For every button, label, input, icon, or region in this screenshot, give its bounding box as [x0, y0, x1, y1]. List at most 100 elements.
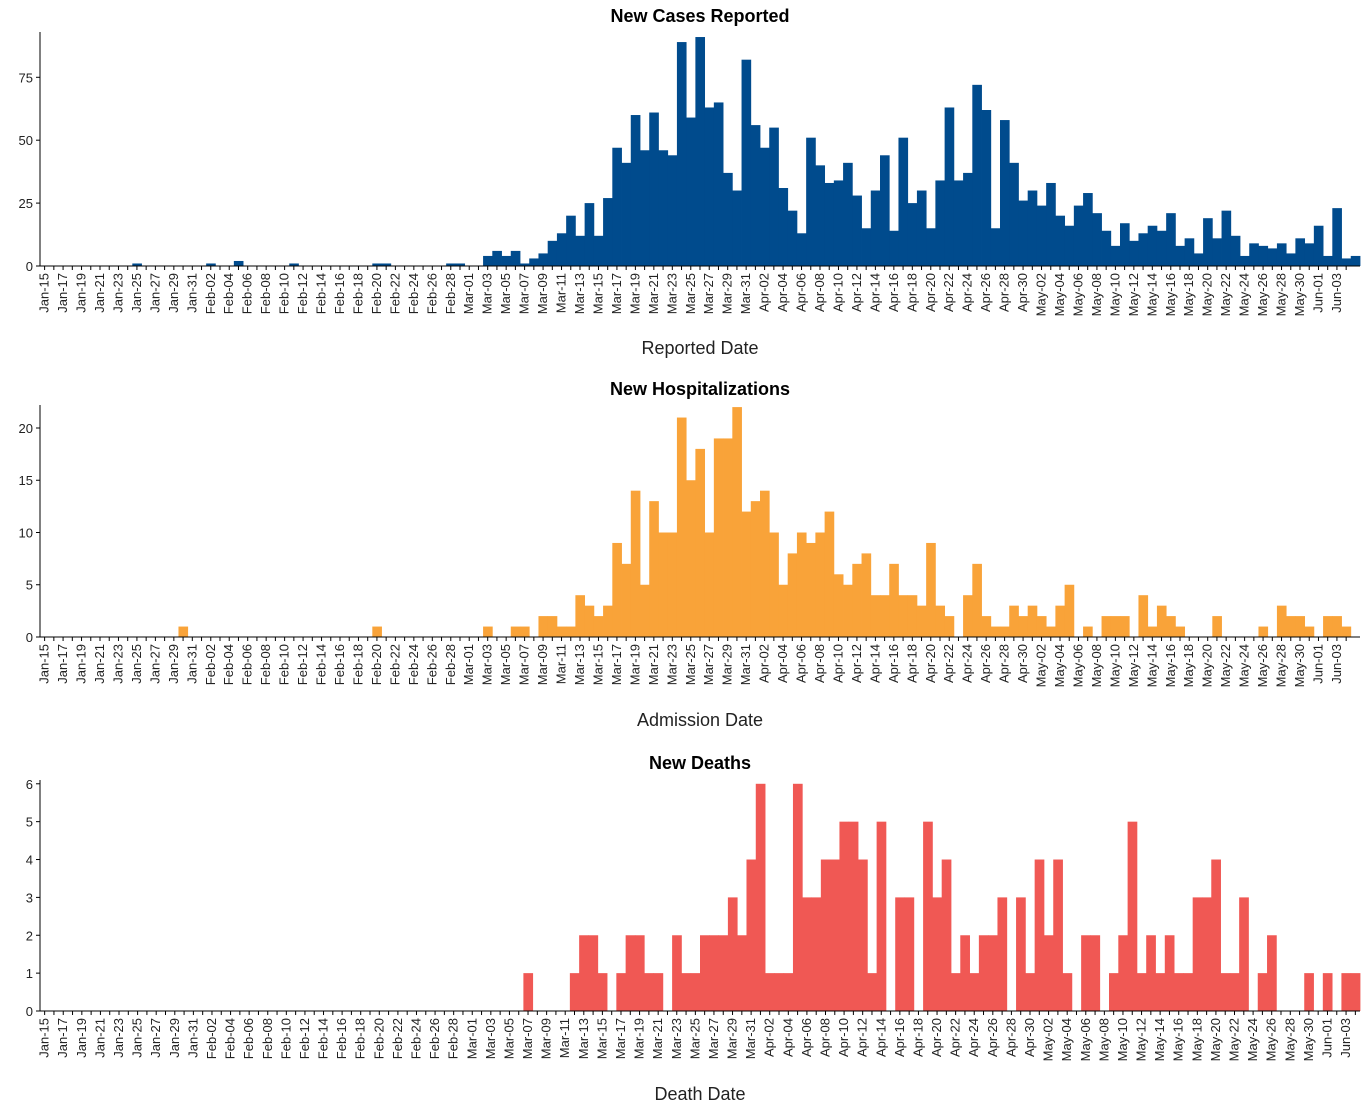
x-tick-label: May-20 — [1200, 273, 1215, 316]
x-tick-label: Apr-12 — [849, 273, 864, 312]
x-tick-label: May-18 — [1181, 273, 1196, 316]
x-tick-label: Feb-28 — [446, 1018, 461, 1059]
x-tick-label: Apr-18 — [904, 273, 919, 312]
bar — [1193, 253, 1204, 266]
bar — [867, 973, 878, 1011]
x-tick-label: May-24 — [1245, 1018, 1260, 1061]
bar — [709, 935, 719, 1011]
bar — [1062, 973, 1073, 1011]
x-tick-label: Mar-17 — [609, 644, 624, 685]
bar — [907, 595, 918, 637]
x-tick-label: Apr-04 — [775, 644, 790, 683]
bar — [575, 595, 586, 637]
bar — [612, 147, 622, 266]
bar — [811, 897, 822, 1011]
bar — [483, 626, 493, 637]
x-tick-label: Feb-28 — [443, 644, 458, 685]
x-tick-label: Jan-25 — [129, 644, 144, 684]
x-tick-label: May-12 — [1126, 273, 1141, 316]
x-tick-label: Jan-23 — [111, 1018, 126, 1058]
bar — [880, 595, 890, 637]
x-tick-label: Jan-31 — [184, 644, 199, 684]
bar — [640, 584, 650, 637]
x-tick-label: Apr-20 — [923, 644, 938, 683]
bar — [233, 260, 244, 266]
x-tick-label: Jan-27 — [147, 273, 162, 313]
x-tick-label: Apr-16 — [886, 644, 901, 683]
x-tick-label: Feb-04 — [221, 273, 236, 314]
bar — [1018, 200, 1029, 266]
bar — [667, 532, 678, 637]
x-tick-label: May-28 — [1274, 644, 1289, 687]
x-tick-label: Apr-08 — [812, 644, 827, 683]
bar — [1230, 235, 1241, 266]
cases-bars — [132, 37, 1361, 267]
bar — [760, 147, 770, 266]
bar — [935, 180, 946, 266]
y-tick-label: 3 — [26, 890, 33, 905]
x-tick-label: May-04 — [1059, 1018, 1074, 1061]
x-tick-label: Apr-20 — [923, 273, 938, 312]
bar — [718, 935, 729, 1011]
x-tick-label: Mar-01 — [464, 1018, 479, 1059]
x-tick-label: Feb-26 — [424, 273, 439, 314]
x-tick-label: Jan-27 — [148, 1018, 163, 1058]
x-tick-label: Mar-31 — [743, 1018, 758, 1059]
x-tick-label: Feb-04 — [221, 644, 236, 685]
bar — [889, 230, 899, 266]
bar — [597, 973, 608, 1011]
x-tick-label: May-12 — [1126, 644, 1141, 687]
bar — [760, 490, 770, 637]
x-tick-label: Apr-14 — [873, 1018, 888, 1057]
x-tick-label: Jan-23 — [110, 644, 125, 684]
bar — [676, 42, 687, 267]
x-tick-label: Feb-28 — [443, 273, 458, 314]
bar — [1212, 238, 1222, 266]
x-tick-label: Mar-05 — [498, 273, 513, 314]
bar — [1350, 973, 1361, 1011]
bar — [870, 190, 881, 266]
bar — [1046, 182, 1056, 266]
y-tick-label: 2 — [26, 928, 33, 943]
y-tick-label: 50 — [19, 133, 33, 148]
bar — [1304, 243, 1315, 266]
y-tick-label: 0 — [26, 1004, 33, 1019]
bar — [1203, 218, 1213, 266]
bar — [616, 973, 627, 1011]
bar — [769, 127, 779, 266]
bar — [1155, 973, 1166, 1011]
bar — [584, 203, 595, 266]
new-hospitalizations-chart: New Hospitalizations 0 5 10 15 20 Jan-15 Jan-17… — [19, 379, 1360, 730]
x-tick-label: Mar-09 — [539, 1018, 554, 1059]
bar — [843, 584, 853, 637]
bar — [1341, 626, 1352, 637]
x-tick-label: Apr-20 — [929, 1018, 944, 1057]
y-tick-label: 20 — [19, 421, 33, 436]
x-tick-label: May-22 — [1218, 273, 1233, 316]
bar — [653, 973, 664, 1011]
x-tick-label: Apr-10 — [830, 644, 845, 683]
x-tick-label: Feb-24 — [406, 644, 421, 685]
bar — [1156, 605, 1167, 637]
bar — [1147, 626, 1158, 637]
bar — [839, 821, 850, 1011]
bar — [1027, 190, 1038, 266]
bar — [713, 438, 724, 637]
x-tick-label: Apr-22 — [941, 644, 956, 683]
x-tick-label: Feb-10 — [277, 273, 292, 314]
bar — [575, 235, 586, 266]
x-tick-label: May-26 — [1255, 644, 1270, 687]
y-tick-label: 0 — [26, 630, 33, 645]
bar — [755, 783, 766, 1011]
x-tick-label: Jun-03 — [1329, 644, 1344, 684]
hospitalizations-bars — [178, 407, 1352, 637]
bar — [916, 605, 927, 637]
x-tick-label: Mar-01 — [461, 273, 476, 314]
bar — [1009, 605, 1019, 637]
bar — [1018, 616, 1029, 637]
bar — [904, 897, 915, 1011]
x-tick-label: Jan-19 — [74, 273, 89, 313]
bar — [1239, 897, 1249, 1011]
x-tick-label: Mar-15 — [594, 1018, 609, 1059]
bar — [1138, 595, 1149, 637]
